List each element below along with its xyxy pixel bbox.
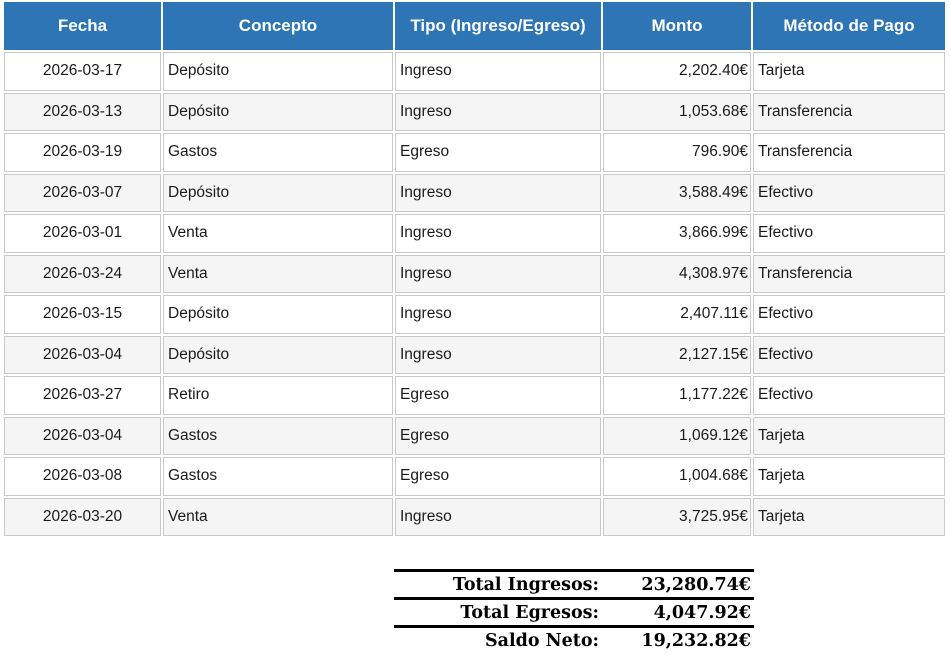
cell-concepto: Retiro: [163, 376, 393, 415]
cell-monto: 2,407.11€: [603, 295, 751, 334]
cell-tipo: Ingreso: [395, 214, 601, 253]
transactions-table: Fecha Concepto Tipo (Ingreso/Egreso) Mon…: [2, 0, 947, 538]
cell-fecha: 2026-03-27: [4, 376, 161, 415]
cell-monto: 1,069.12€: [603, 416, 751, 455]
cell-concepto: Gastos: [163, 416, 393, 455]
cell-tipo: Egreso: [395, 416, 601, 455]
cell-concepto: Venta: [163, 214, 393, 253]
cell-tipo: Egreso: [395, 457, 601, 496]
cell-fecha: 2026-03-04: [4, 335, 161, 374]
total-egresos-row: Total Egresos: 4,047.92€: [394, 597, 754, 627]
cell-tipo: Egreso: [395, 376, 601, 415]
cell-metodo-de-pago: Transferencia: [753, 133, 945, 172]
column-header-tipo: Tipo (Ingreso/Egreso): [395, 2, 601, 50]
cell-tipo: Ingreso: [395, 52, 601, 91]
cell-monto: 796.90€: [603, 133, 751, 172]
table-header: Fecha Concepto Tipo (Ingreso/Egreso) Mon…: [4, 2, 945, 50]
cell-metodo-de-pago: Tarjeta: [753, 416, 945, 455]
cell-monto: 4,308.97€: [603, 254, 751, 293]
table-row: 2026-03-04 Depósito Ingreso 2,127.15€ Efecti…: [4, 335, 945, 374]
cell-monto: 2,127.15€: [603, 335, 751, 374]
cell-metodo-de-pago: Tarjeta: [753, 497, 945, 536]
cell-concepto: Depósito: [163, 335, 393, 374]
cell-tipo: Ingreso: [395, 335, 601, 374]
saldo-neto-row: Saldo Neto: 19,232.82€: [394, 625, 754, 655]
total-egresos-value: 4,047.92€: [602, 597, 754, 627]
cell-metodo-de-pago: Tarjeta: [753, 52, 945, 91]
table-body: 2026-03-17 Depósito Ingreso 2,202.40€ Tarjet…: [4, 52, 945, 536]
cell-tipo: Ingreso: [395, 295, 601, 334]
cell-concepto: Depósito: [163, 52, 393, 91]
cell-concepto: Gastos: [163, 457, 393, 496]
table-row: 2026-03-27 Retiro Egreso 1,177.22€ Efectivo: [4, 376, 945, 415]
table-row: 2026-03-07 Depósito Ingreso 3,588.49€ Efecti…: [4, 173, 945, 212]
cell-metodo-de-pago: Efectivo: [753, 214, 945, 253]
cell-monto: 3,725.95€: [603, 497, 751, 536]
cell-fecha: 2026-03-07: [4, 173, 161, 212]
table-row: 2026-03-24 Venta Ingreso 4,308.97€ Transfere…: [4, 254, 945, 293]
total-ingresos-row: Total Ingresos: 23,280.74€: [394, 569, 754, 599]
column-header-concepto: Concepto: [163, 2, 393, 50]
table-row: 2026-03-17 Depósito Ingreso 2,202.40€ Tarjet…: [4, 52, 945, 91]
table-row: 2026-03-19 Gastos Egreso 796.90€ Transferenc…: [4, 133, 945, 172]
cell-fecha: 2026-03-15: [4, 295, 161, 334]
cell-fecha: 2026-03-20: [4, 497, 161, 536]
cell-concepto: Depósito: [163, 92, 393, 131]
column-header-fecha: Fecha: [4, 2, 161, 50]
cell-monto: 3,588.49€: [603, 173, 751, 212]
cell-fecha: 2026-03-17: [4, 52, 161, 91]
totals-summary: Total Ingresos: 23,280.74€ Total Egresos…: [394, 569, 754, 655]
table-row: 2026-03-15 Depósito Ingreso 2,407.11€ Efecti…: [4, 295, 945, 334]
cell-fecha: 2026-03-01: [4, 214, 161, 253]
cell-metodo-de-pago: Tarjeta: [753, 457, 945, 496]
cell-monto: 1,004.68€: [603, 457, 751, 496]
cell-concepto: Depósito: [163, 295, 393, 334]
cell-concepto: Gastos: [163, 133, 393, 172]
table-row: 2026-03-20 Venta Ingreso 3,725.95€ Tarjeta: [4, 497, 945, 536]
table-row: 2026-03-01 Venta Ingreso 3,866.99€ Efectivo: [4, 214, 945, 253]
cell-monto: 1,177.22€: [603, 376, 751, 415]
cell-tipo: Ingreso: [395, 173, 601, 212]
cell-metodo-de-pago: Transferencia: [753, 254, 945, 293]
cell-fecha: 2026-03-13: [4, 92, 161, 131]
saldo-neto-label: Saldo Neto:: [394, 625, 602, 655]
cell-tipo: Ingreso: [395, 92, 601, 131]
table-row: 2026-03-13 Depósito Ingreso 1,053.68€ Transf…: [4, 92, 945, 131]
cell-metodo-de-pago: Transferencia: [753, 92, 945, 131]
cell-monto: 1,053.68€: [603, 92, 751, 131]
saldo-neto-value: 19,232.82€: [602, 625, 754, 655]
column-header-monto: Monto: [603, 2, 751, 50]
column-header-metodo-de-pago: Método de Pago: [753, 2, 945, 50]
table-row: 2026-03-08 Gastos Egreso 1,004.68€ Tarjeta: [4, 457, 945, 496]
cell-monto: 3,866.99€: [603, 214, 751, 253]
cell-tipo: Ingreso: [395, 497, 601, 536]
cell-tipo: Ingreso: [395, 254, 601, 293]
cell-metodo-de-pago: Efectivo: [753, 173, 945, 212]
cell-fecha: 2026-03-19: [4, 133, 161, 172]
table-row: 2026-03-04 Gastos Egreso 1,069.12€ Tarjeta: [4, 416, 945, 455]
cell-metodo-de-pago: Efectivo: [753, 376, 945, 415]
total-egresos-label: Total Egresos:: [394, 597, 602, 627]
cell-tipo: Egreso: [395, 133, 601, 172]
cell-concepto: Venta: [163, 497, 393, 536]
cell-fecha: 2026-03-24: [4, 254, 161, 293]
cell-concepto: Depósito: [163, 173, 393, 212]
cell-metodo-de-pago: Efectivo: [753, 295, 945, 334]
total-ingresos-label: Total Ingresos:: [394, 569, 602, 599]
cell-fecha: 2026-03-04: [4, 416, 161, 455]
total-ingresos-value: 23,280.74€: [602, 569, 754, 599]
cell-metodo-de-pago: Efectivo: [753, 335, 945, 374]
cell-concepto: Venta: [163, 254, 393, 293]
cell-fecha: 2026-03-08: [4, 457, 161, 496]
cell-monto: 2,202.40€: [603, 52, 751, 91]
